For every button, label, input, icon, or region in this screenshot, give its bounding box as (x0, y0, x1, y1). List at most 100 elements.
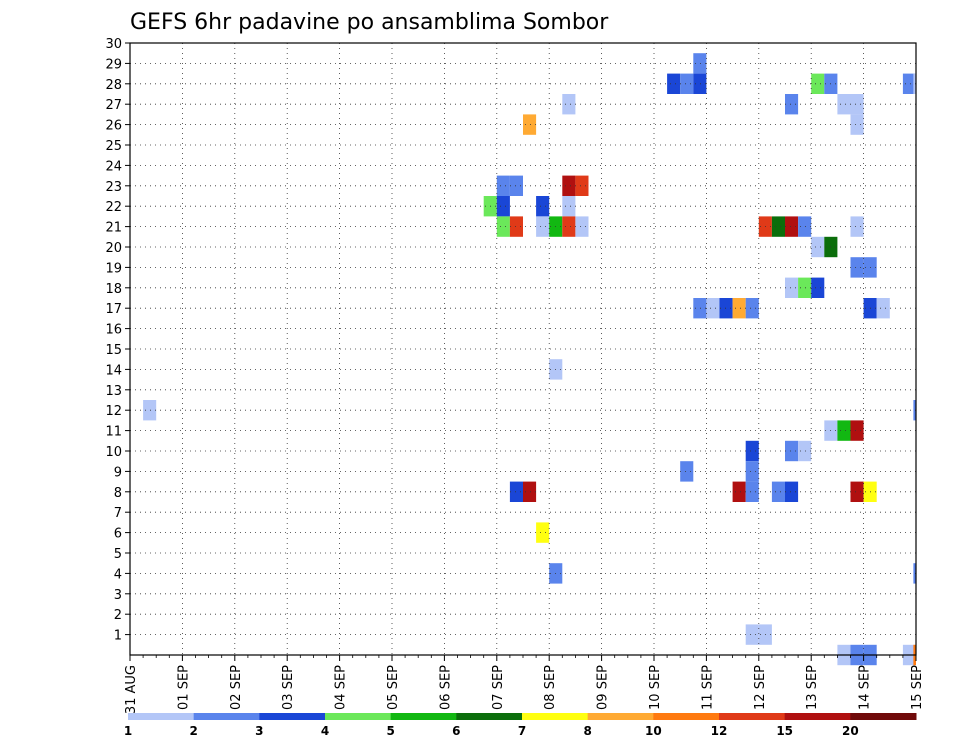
x-tick-label: 31 AUG (124, 665, 139, 714)
heat-cell (496, 196, 510, 217)
heat-cell (902, 73, 916, 94)
colorbar-label: 6 (452, 724, 460, 738)
colorbar-swatch (719, 713, 786, 720)
y-tick-label: 6 (114, 527, 122, 542)
x-axis: 31 AUG 01 SEP 02 SEP 03 SEP 04 SEP 05 SEP 06 S… (124, 655, 925, 714)
heat-cell (693, 73, 707, 94)
heat-cell (536, 522, 550, 543)
colorbar-swatch (193, 713, 260, 720)
heat-cell (680, 461, 694, 482)
heat-cell (575, 216, 589, 237)
heat-cell (706, 298, 720, 319)
y-tick-label: 20 (105, 241, 122, 256)
heat-cell (798, 277, 812, 298)
heat-cell (496, 216, 510, 237)
x-tick-label: 12 SEP (753, 665, 768, 710)
y-axis: 1234567891011121314151617181920212223242… (105, 37, 130, 644)
x-tick-label: 08 SEP (543, 665, 558, 710)
heat-cell (785, 481, 799, 502)
heat-cell (811, 236, 825, 258)
heat-cell (785, 440, 799, 462)
y-tick-label: 29 (105, 57, 122, 72)
colorbar-label: 20 (842, 724, 859, 738)
heat-cell (745, 481, 759, 502)
colorbar-label: 15 (776, 724, 793, 738)
heat-cell (876, 298, 890, 319)
colorbar-swatch (587, 713, 654, 720)
heat-cell (798, 216, 812, 237)
heat-cell (496, 175, 510, 196)
heat-cell (562, 216, 576, 237)
y-tick-label: 8 (114, 486, 122, 501)
y-tick-label: 12 (105, 404, 122, 419)
heat-cell (509, 481, 523, 502)
colorbar-label: 4 (321, 724, 329, 738)
y-tick-label: 26 (105, 119, 122, 134)
heat-cell (536, 216, 550, 237)
colorbar-swatch (653, 713, 720, 720)
x-tick-label: 02 SEP (229, 665, 244, 710)
heat-cell (562, 94, 576, 115)
colorbar-swatch (850, 713, 917, 720)
heat-cell (523, 481, 537, 502)
heat-cell (693, 298, 707, 319)
colorbar-swatch (325, 713, 392, 720)
y-tick-label: 27 (105, 98, 122, 113)
heat-cell (850, 257, 864, 278)
heat-cell (913, 73, 916, 94)
heat-cell (850, 216, 864, 237)
y-tick-label: 25 (105, 139, 122, 154)
heat-cell (562, 196, 576, 217)
y-tick-label: 28 (105, 78, 122, 93)
heat-cell (785, 277, 799, 298)
colorbar-swatch (259, 713, 326, 720)
y-tick-label: 23 (105, 180, 122, 195)
colorbar-label: 1 (124, 724, 132, 738)
heat-cell (732, 481, 746, 502)
y-tick-label: 21 (105, 221, 122, 236)
colorbar-legend: 1 2 3 4 5 6 7 8 10 12 15 20 (124, 713, 917, 738)
heat-cell (523, 114, 537, 135)
heat-cell (745, 298, 759, 319)
colorbar-label: 10 (645, 724, 662, 738)
heat-cell (785, 216, 799, 237)
y-tick-label: 30 (105, 37, 122, 52)
heat-cell (693, 53, 707, 74)
colorbar-label: 7 (518, 724, 526, 738)
heat-cell (811, 277, 825, 298)
heat-cell (850, 481, 864, 502)
y-tick-label: 19 (105, 261, 122, 276)
heat-cell (143, 400, 157, 421)
colorbar-label: 2 (189, 724, 197, 738)
y-tick-label: 15 (105, 343, 122, 358)
colorbar-label: 5 (386, 724, 394, 738)
heat-cell (913, 563, 916, 584)
heat-cell (771, 216, 785, 237)
heat-cell (536, 196, 550, 217)
heat-cell (850, 94, 864, 115)
heat-cell (745, 461, 759, 482)
heat-cell (732, 298, 746, 319)
heat-cell (837, 420, 851, 441)
heat-cell (719, 298, 733, 319)
heat-cell (771, 481, 785, 502)
y-tick-label: 16 (105, 323, 122, 338)
x-tick-label: 05 SEP (386, 665, 401, 710)
colorbar-swatch (784, 713, 851, 720)
x-tick-label: 11 SEP (700, 665, 715, 710)
x-tick-label: 10 SEP (648, 665, 663, 710)
heat-cell (850, 420, 864, 441)
colorbar-swatch (522, 713, 589, 720)
colorbar-label: 8 (583, 724, 591, 738)
x-tick-label: 15 SEP (910, 665, 925, 710)
heat-cell (509, 175, 523, 196)
colorbar-label: 3 (255, 724, 263, 738)
x-tick-label: 13 SEP (805, 665, 820, 710)
y-tick-label: 17 (105, 302, 122, 317)
heat-cell (509, 216, 523, 237)
x-tick-label: 07 SEP (491, 665, 506, 710)
y-tick-label: 7 (114, 506, 122, 521)
colorbar-swatch (128, 713, 195, 720)
x-tick-label: 06 SEP (438, 665, 453, 710)
